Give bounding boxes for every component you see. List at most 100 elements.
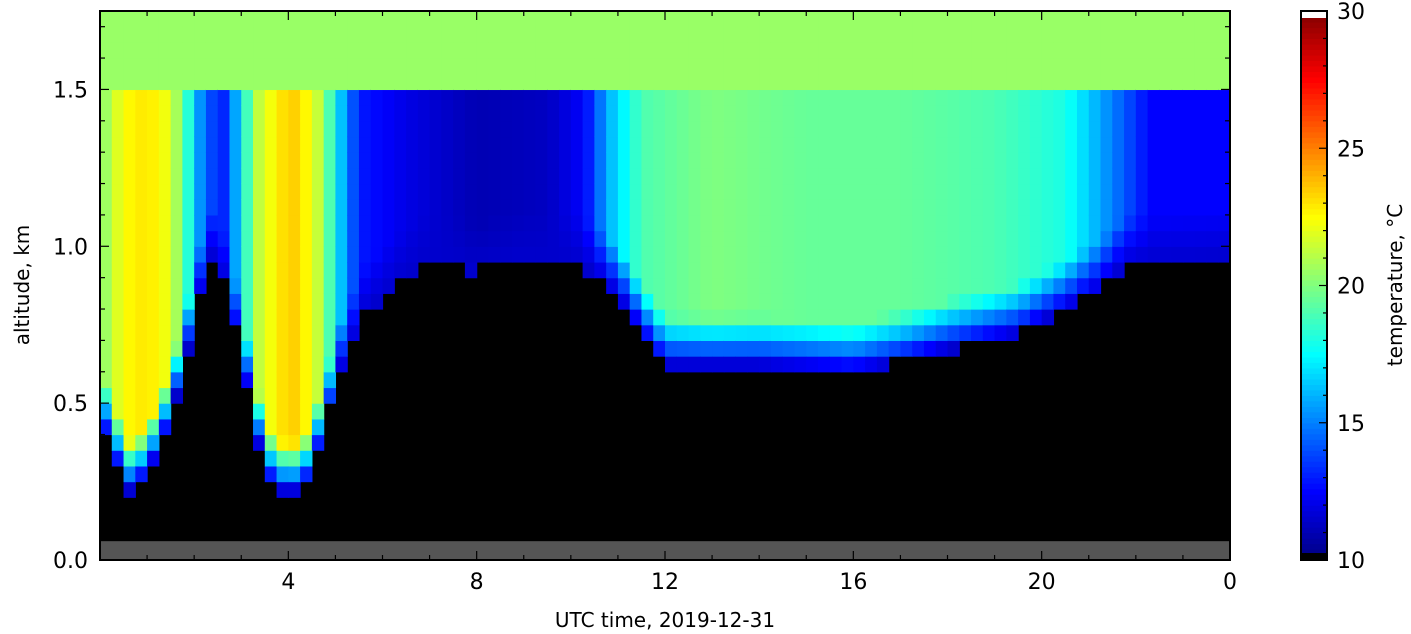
colorbar-segment <box>1301 87 1327 94</box>
heatmap-cell <box>1218 152 1231 169</box>
y-axis-ticks: 0.00.51.01.5 <box>53 26 1230 574</box>
heatmap-cell <box>1171 58 1184 75</box>
heatmap-cell <box>1053 73 1066 91</box>
heatmap-cell <box>300 418 313 436</box>
heatmap-cell <box>205 230 219 247</box>
heatmap-cell <box>582 199 595 216</box>
heatmap-cell <box>100 230 113 247</box>
heatmap-cell <box>723 293 737 310</box>
heatmap-cell <box>523 11 537 28</box>
heatmap-cell <box>1112 167 1125 185</box>
heatmap-cell <box>1218 73 1231 91</box>
heatmap-cell <box>1218 246 1231 263</box>
heatmap-cell <box>300 167 313 185</box>
heatmap-cell <box>935 199 949 216</box>
heatmap-cell <box>570 230 584 247</box>
heatmap-cell <box>523 89 537 106</box>
heatmap-cell <box>276 293 289 310</box>
heatmap-cell <box>123 42 136 59</box>
heatmap-cell <box>335 199 348 216</box>
heatmap-cell <box>347 26 360 43</box>
heatmap-cell <box>876 324 890 341</box>
heatmap-cell <box>100 89 113 106</box>
heatmap-cell <box>735 214 748 232</box>
heatmap-cell <box>700 73 713 91</box>
heatmap-cell <box>1006 324 1019 341</box>
heatmap-cell <box>147 42 160 59</box>
heatmap-cell <box>853 26 866 43</box>
heatmap-cell <box>829 152 843 169</box>
heatmap-cell <box>1053 105 1066 122</box>
heatmap-cell <box>653 58 666 75</box>
heatmap-cell <box>947 136 960 153</box>
heatmap-cell <box>841 152 854 169</box>
heatmap-cell <box>676 136 690 153</box>
heatmap-cell <box>570 246 584 263</box>
heatmap-cell <box>511 26 525 43</box>
heatmap-cell <box>653 309 666 326</box>
heatmap-cell <box>276 324 289 341</box>
heatmap-cell <box>1088 167 1102 185</box>
heatmap-cell <box>912 120 925 138</box>
heatmap-cell <box>194 167 207 185</box>
heatmap-cell <box>147 418 160 436</box>
heatmap-cell <box>135 387 148 404</box>
heatmap-cell <box>370 58 384 75</box>
heatmap-cell <box>865 324 878 341</box>
heatmap-cell <box>806 230 819 247</box>
heatmap-cell <box>311 167 325 185</box>
heatmap-cell <box>982 152 996 169</box>
heatmap-cell <box>323 324 337 341</box>
heatmap-cell <box>323 136 337 153</box>
heatmap-cell <box>182 42 195 59</box>
heatmap-cell <box>123 11 136 28</box>
heatmap-cell <box>406 230 419 247</box>
heatmap-cell <box>194 73 207 91</box>
heatmap-cell <box>500 136 513 153</box>
colorbar-segment <box>1301 21 1327 29</box>
y-tick-label: 0.5 <box>53 392 88 417</box>
heatmap-cell <box>547 230 560 247</box>
heatmap-cell <box>1218 183 1231 200</box>
heatmap-cell <box>182 199 195 216</box>
heatmap-cell <box>511 246 525 263</box>
heatmap-cell <box>794 309 807 326</box>
heatmap-cell <box>170 120 183 138</box>
heatmap-cell <box>653 277 666 294</box>
heatmap-cell <box>994 261 1007 279</box>
heatmap-cell <box>311 309 325 326</box>
heatmap-cell <box>865 167 878 185</box>
heatmap-cell <box>853 199 866 216</box>
heatmap-cell <box>311 340 325 357</box>
heatmap-cell <box>476 73 490 91</box>
heatmap-cell <box>818 11 831 28</box>
heatmap-cell <box>865 26 878 43</box>
heatmap-cell <box>358 120 372 138</box>
colorbar-segment <box>1301 208 1327 215</box>
heatmap-cell <box>735 199 748 216</box>
heatmap-cell <box>288 214 301 232</box>
heatmap-cell <box>841 11 854 28</box>
heatmap-cell <box>229 183 242 200</box>
heatmap-cell <box>1194 167 1208 185</box>
heatmap-cell <box>570 89 584 106</box>
heatmap-cell <box>488 105 501 122</box>
heatmap-cell <box>464 214 478 232</box>
heatmap-cell <box>700 277 713 294</box>
heatmap-cell <box>723 58 737 75</box>
colorbar-segment <box>1301 455 1327 462</box>
heatmap-cell <box>523 73 537 91</box>
heatmap-cell <box>406 136 419 153</box>
heatmap-cell <box>947 105 960 122</box>
heatmap-cell <box>217 73 231 91</box>
heatmap-cell <box>770 167 784 185</box>
heatmap-cell <box>653 214 666 232</box>
heatmap-cell <box>217 105 231 122</box>
heatmap-cell <box>241 214 254 232</box>
heatmap-cell <box>759 277 772 294</box>
heatmap-cell <box>1206 246 1219 263</box>
heatmap-cell <box>288 261 301 279</box>
heatmap-cell <box>759 89 772 106</box>
heatmap-cell <box>559 246 572 263</box>
colorbar-segment <box>1301 395 1327 402</box>
